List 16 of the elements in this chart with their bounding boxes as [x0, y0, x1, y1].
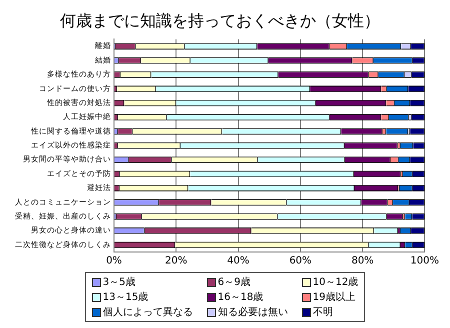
- legend-label: 3～5歳: [102, 276, 136, 289]
- x-tick-label: 0%: [106, 256, 122, 267]
- legend-label: 知る必要は無い: [218, 306, 288, 319]
- x-tick-label: 40%: [227, 256, 250, 267]
- x-tick-label: 60%: [289, 256, 312, 267]
- x-tick-label: 80%: [351, 256, 374, 267]
- legend-label: 10～12歳: [312, 276, 358, 289]
- legend-label: 19歳以上: [312, 290, 356, 304]
- legend-label: 個人によって異なる: [102, 306, 193, 319]
- legend-label: 6～9歳: [218, 276, 250, 289]
- legend-label: 不明: [312, 306, 333, 319]
- legend-label: 16～18歳: [218, 290, 264, 304]
- legend-label: 13～15歳: [102, 290, 148, 304]
- x-tick-label: 100%: [410, 256, 439, 267]
- chart-title: 何歳までに知識を持っておくべきか（女性）: [60, 10, 380, 30]
- x-tick-label: 20%: [165, 256, 188, 267]
